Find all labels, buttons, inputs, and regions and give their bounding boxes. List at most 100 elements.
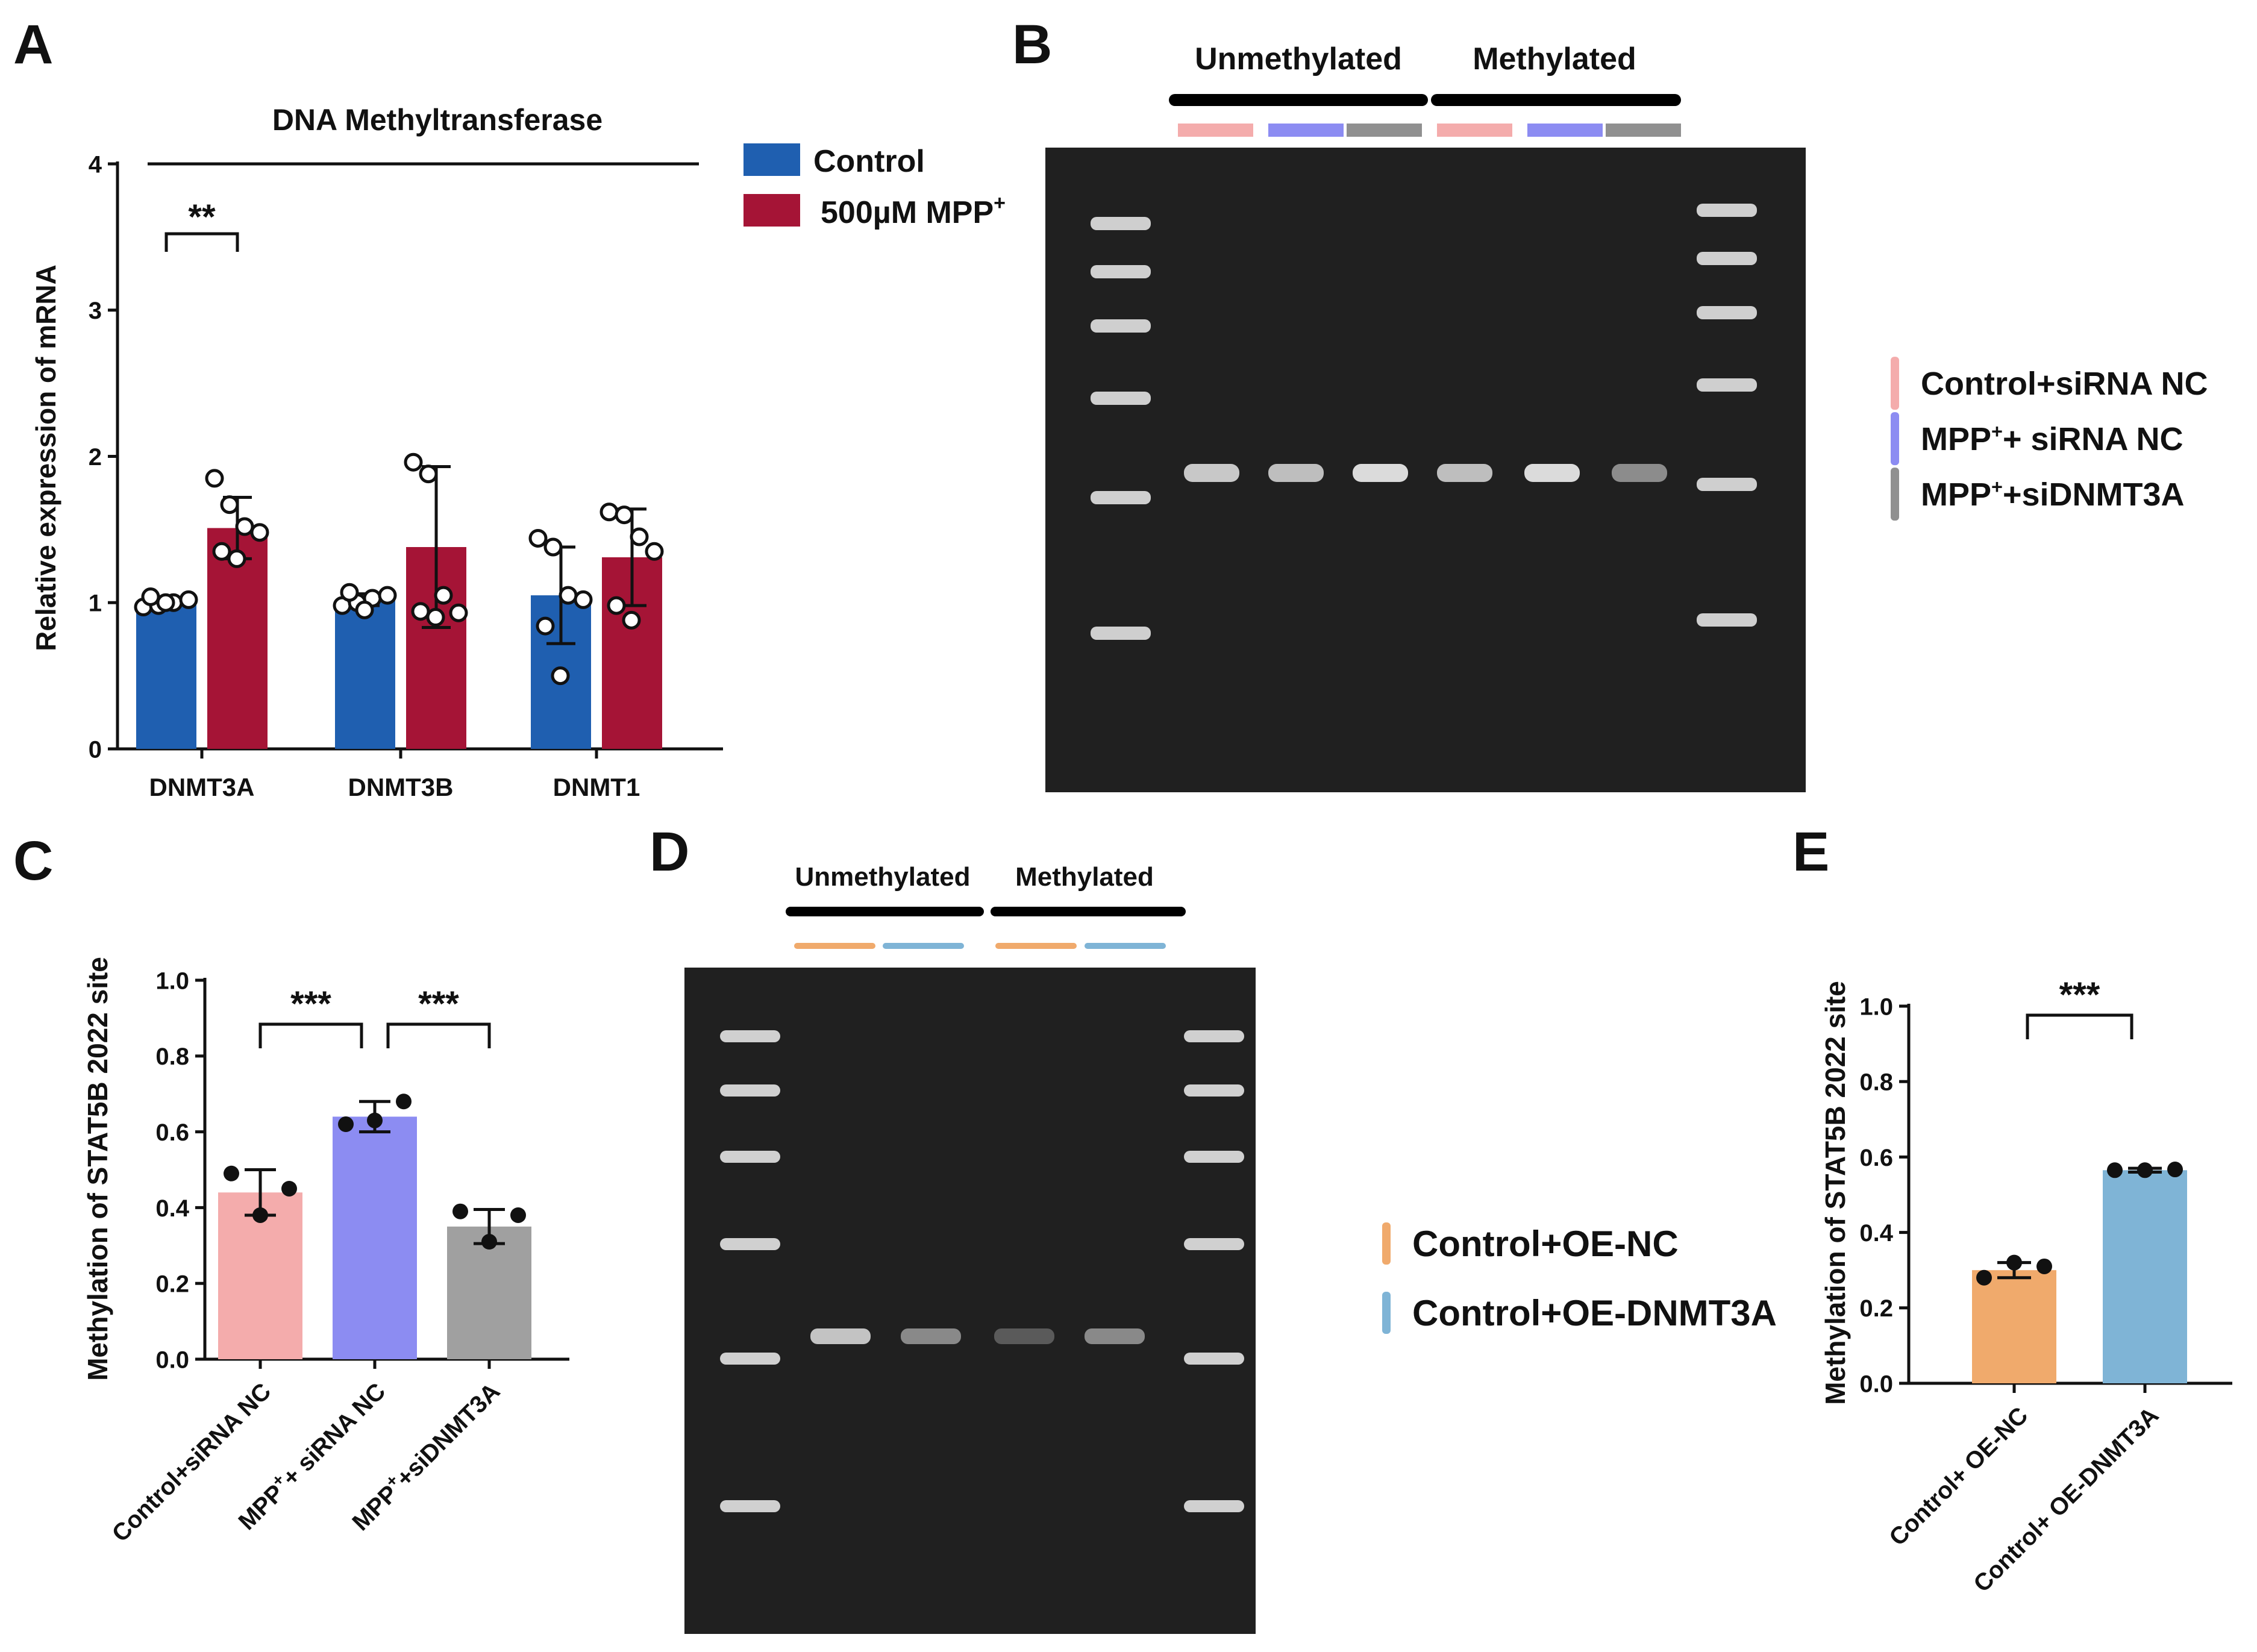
gel-b-ladder-band [1091, 217, 1151, 230]
gel-d-legend-label: Control+OE-NC [1412, 1224, 1679, 1264]
gel-b-header-methylated: Methylated [1473, 42, 1636, 77]
chart-a-data-point [426, 608, 445, 627]
chart-c-data-point [452, 1203, 468, 1219]
legend-label-mpp-sup: + [994, 192, 1006, 214]
chart-a-data-point [179, 590, 198, 609]
chart-e-y-tick-label: 0.4 [1859, 1220, 1893, 1247]
gel-d-ladder-band [720, 1353, 780, 1365]
gel-d-lane-markers [794, 943, 1166, 949]
chart-a-title: DNA Methyltransferase [272, 103, 603, 137]
chart-c-y-tick-label: 0.6 [155, 1119, 189, 1146]
chart-c-data-point [367, 1112, 383, 1128]
chart-a-data-point [536, 616, 555, 636]
chart-a: DNA Methyltransferase Relative expressio… [30, 103, 1006, 801]
chart-c-data-point [510, 1207, 526, 1223]
chart-a-data-point [355, 600, 374, 619]
gel-b-ladder-band [1697, 613, 1757, 627]
chart-c-data-point [338, 1116, 354, 1133]
gel-d-lane-marker [794, 943, 875, 949]
gel-b-ladder-band [1091, 627, 1151, 640]
gel-d-ladder-band [1184, 1084, 1244, 1097]
gel-b-legend-label-text: MPP [1921, 421, 1991, 457]
gel-b-lane-marker [1606, 124, 1681, 137]
chart-c-significance-label: *** [290, 984, 331, 1024]
chart-a-bar [136, 602, 196, 749]
chart-c: Methylation of STAT5B 2022 site 0.0 0.2 0.… [82, 957, 569, 1547]
gel-d-sample-band [1085, 1328, 1145, 1344]
gel-b-sample-band [1268, 464, 1324, 482]
gel-b-legend-label-text: +siDNMT3A [2003, 477, 2185, 513]
gel-b-ladder-band [1697, 252, 1757, 265]
gel-b-legend-swatch [1891, 468, 1899, 521]
gel-d-lane-marker [883, 943, 964, 949]
chart-a-data-point [630, 527, 649, 546]
gel-d-legend-label: Control+OE-DNMT3A [1412, 1293, 1777, 1333]
gel-b-ladder-band [1091, 491, 1151, 504]
gel-b-legend-label: MPP++siDNMT3A [1921, 476, 2185, 513]
gel-d-ladder-band [1184, 1500, 1244, 1512]
chart-a-bar [335, 599, 395, 749]
panel-label-e: E [1792, 821, 1829, 883]
chart-a-data-point [212, 542, 231, 561]
gel-b-ladder-band [1091, 392, 1151, 405]
chart-e-data-point [1976, 1269, 1992, 1286]
chart-c-significance-bracket [386, 1022, 491, 1048]
panel-label-c: C [13, 830, 53, 892]
chart-a-data-point [645, 542, 664, 561]
chart-a-data-point [141, 587, 160, 607]
chart-a-data-point [559, 586, 578, 605]
chart-a-data-point [205, 469, 224, 488]
gel-b-legend-label-text: + siRNA NC [2003, 421, 2183, 457]
chart-e-data-point [2137, 1162, 2153, 1178]
gel-b-legend-label-text: MPP [1921, 477, 1991, 513]
gel-d-ladder-band [720, 1084, 780, 1097]
chart-a-significance-bracket [164, 232, 239, 252]
chart-a-y-tick-label: 3 [89, 298, 102, 324]
chart-a-data-point [607, 596, 626, 615]
chart-e-y-tick-label: 0.2 [1859, 1295, 1893, 1322]
panel-label-a: A [13, 14, 53, 75]
gel-b-ladder-band [1091, 319, 1151, 333]
chart-a-data-point [404, 452, 423, 472]
gel-b-lane-marker [1178, 124, 1253, 137]
gel-b-ladder-band [1697, 204, 1757, 217]
gel-b-legend-label: MPP++ siRNA NC [1921, 421, 2183, 457]
gel-b-lane-marker [1268, 124, 1344, 137]
gel-b-image [1045, 148, 1806, 792]
chart-a-data-point [543, 537, 563, 557]
legend-label-mpp: 500µM MPP+ [821, 192, 1006, 230]
gel-b-legend-label-sup: + [1991, 476, 2003, 498]
chart-c-y-tick-label: 0.8 [155, 1043, 189, 1070]
gel-d-sample-band [994, 1328, 1054, 1344]
gel-d-lane-marker [1085, 943, 1166, 949]
gel-b-lane-markers [1178, 124, 1681, 137]
chart-e-y-tick-label: 0.0 [1859, 1371, 1893, 1397]
chart-e-significance-label: *** [2059, 975, 2100, 1015]
gel-b-legend-swatch [1891, 357, 1899, 410]
chart-e-x-tick-label: Control+ OE-NC [1884, 1402, 2033, 1551]
gel-b-sample-band [1353, 464, 1408, 482]
chart-c-data-point [224, 1165, 239, 1181]
gel-b-ladder-band [1697, 478, 1757, 491]
chart-a-data-point [156, 593, 175, 612]
chart-c-data-point [481, 1234, 497, 1250]
gel-b-legend-label-sup: + [1991, 421, 2003, 442]
chart-a-data-point [378, 586, 397, 605]
chart-a-ylabel: Relative expression of mRNA [30, 264, 61, 651]
chart-a-y-tick-label: 2 [89, 444, 102, 471]
gel-b: Unmethylated Methylated Control+siRNA NC… [1045, 42, 2208, 792]
gel-d-ladder-band [1184, 1151, 1244, 1163]
chart-c-y-tick-label: 0.0 [155, 1347, 189, 1373]
chart-a-data-point [622, 610, 641, 630]
chart-e-data-point [2107, 1162, 2123, 1178]
gel-b-ladder-band [1091, 265, 1151, 278]
legend-label-mpp-text: 500µM MPP [821, 195, 994, 230]
chart-c-y-tick-label: 0.2 [155, 1271, 189, 1298]
chart-a-data-point [551, 666, 570, 686]
chart-a-data-point [235, 517, 254, 536]
chart-a-data-point [434, 586, 453, 605]
chart-c-ylabel: Methylation of STAT5B 2022 site [82, 957, 113, 1381]
chart-a-data-point [615, 505, 634, 525]
